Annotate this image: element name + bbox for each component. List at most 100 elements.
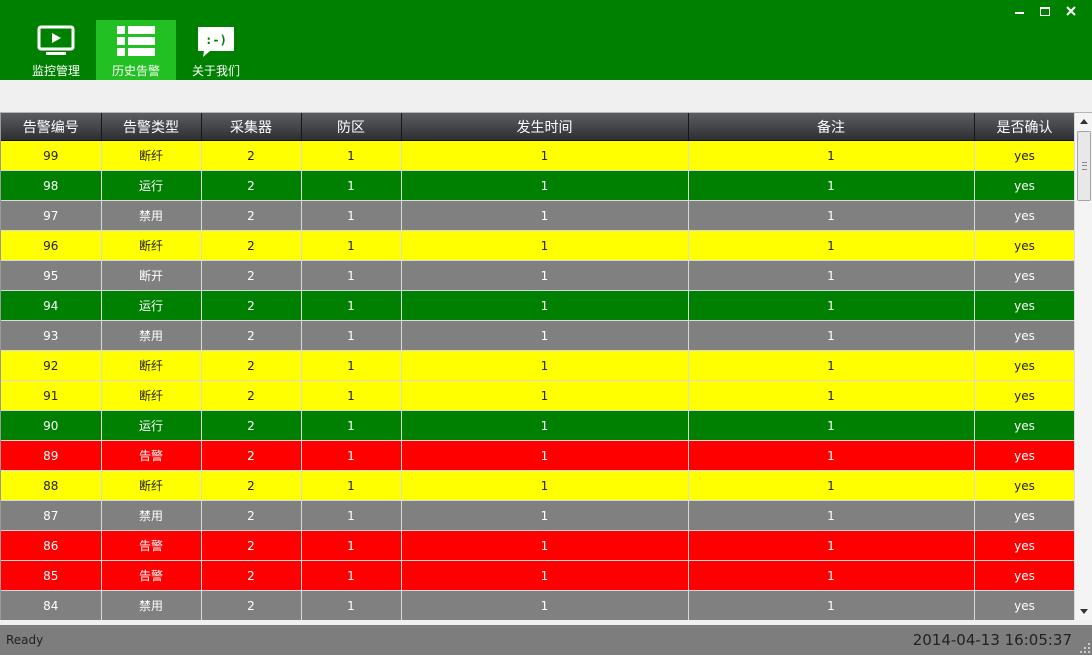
table-row[interactable]: 98 运行 2 1 1 1 yes xyxy=(1,170,1076,201)
cell-collector: 2 xyxy=(201,530,302,561)
cell-confirmed: yes xyxy=(974,410,1076,441)
cell-zone: 1 xyxy=(301,590,402,620)
cell-zone: 1 xyxy=(301,350,402,381)
cell-zone: 1 xyxy=(301,200,402,231)
table-row[interactable]: 90 运行 2 1 1 1 yes xyxy=(1,410,1076,441)
table-row[interactable]: 99 断纤 2 1 1 1 yes xyxy=(1,140,1076,171)
cell-zone: 1 xyxy=(301,410,402,441)
cell-note: 1 xyxy=(688,170,975,201)
cell-note: 1 xyxy=(688,350,975,381)
cell-confirmed: yes xyxy=(974,140,1076,171)
cell-zone: 1 xyxy=(301,470,402,501)
cell-zone: 1 xyxy=(301,140,402,171)
cell-collector: 2 xyxy=(201,230,302,261)
cell-collector: 2 xyxy=(201,290,302,321)
table-header-row: 告警编号 告警类型 采集器 防区 发生时间 备注 是否确认 xyxy=(1,113,1076,141)
column-header-time[interactable]: 发生时间 xyxy=(401,113,689,141)
cell-alarm-type: 禁用 xyxy=(101,500,202,531)
cell-alarm-id: 93 xyxy=(1,320,102,351)
cell-alarm-id: 96 xyxy=(1,230,102,261)
cell-collector: 2 xyxy=(201,350,302,381)
cell-alarm-id: 90 xyxy=(1,410,102,441)
cell-collector: 2 xyxy=(201,260,302,291)
cell-time: 1 xyxy=(401,200,689,231)
table-row[interactable]: 97 禁用 2 1 1 1 yes xyxy=(1,200,1076,231)
table-row[interactable]: 96 断纤 2 1 1 1 yes xyxy=(1,230,1076,261)
cell-alarm-type: 告警 xyxy=(101,560,202,591)
table-row[interactable]: 91 断纤 2 1 1 1 yes xyxy=(1,380,1076,411)
cell-time: 1 xyxy=(401,140,689,171)
nav-item-label: 历史告警 xyxy=(111,64,160,78)
column-header-note[interactable]: 备注 xyxy=(688,113,975,141)
scrollbar-thumb[interactable] xyxy=(1077,131,1091,201)
resize-grip-icon[interactable] xyxy=(1078,641,1090,653)
close-button[interactable] xyxy=(1058,2,1084,20)
table-row[interactable]: 86 告警 2 1 1 1 yes xyxy=(1,530,1076,561)
cell-confirmed: yes xyxy=(974,290,1076,321)
nav-item-about[interactable]: :-) 关于我们 xyxy=(176,20,256,80)
table-row[interactable]: 93 禁用 2 1 1 1 yes xyxy=(1,320,1076,351)
column-header-alarm-id[interactable]: 告警编号 xyxy=(1,113,102,141)
cell-note: 1 xyxy=(688,200,975,231)
cell-alarm-id: 84 xyxy=(1,590,102,620)
cell-confirmed: yes xyxy=(974,560,1076,591)
cell-time: 1 xyxy=(401,260,689,291)
column-header-confirmed[interactable]: 是否确认 xyxy=(974,113,1076,141)
column-header-collector[interactable]: 采集器 xyxy=(201,113,302,141)
cell-alarm-id: 99 xyxy=(1,140,102,171)
maximize-button[interactable] xyxy=(1032,2,1058,20)
cell-time: 1 xyxy=(401,230,689,261)
table-row[interactable]: 85 告警 2 1 1 1 yes xyxy=(1,560,1076,591)
cell-time: 1 xyxy=(401,290,689,321)
cell-confirmed: yes xyxy=(974,230,1076,261)
minimize-icon xyxy=(1014,12,1024,14)
table-row[interactable]: 92 断纤 2 1 1 1 yes xyxy=(1,350,1076,381)
cell-confirmed: yes xyxy=(974,350,1076,381)
cell-zone: 1 xyxy=(301,530,402,561)
cell-note: 1 xyxy=(688,410,975,441)
cell-collector: 2 xyxy=(201,140,302,171)
cell-time: 1 xyxy=(401,500,689,531)
cell-confirmed: yes xyxy=(974,170,1076,201)
monitor-icon xyxy=(36,25,76,57)
cell-time: 1 xyxy=(401,320,689,351)
cell-confirmed: yes xyxy=(974,440,1076,471)
table-row[interactable]: 84 禁用 2 1 1 1 yes xyxy=(1,590,1076,620)
cell-alarm-type: 断纤 xyxy=(101,470,202,501)
cell-note: 1 xyxy=(688,590,975,620)
cell-collector: 2 xyxy=(201,200,302,231)
nav-item-history-alarms[interactable]: 历史告警 xyxy=(96,20,176,80)
cell-confirmed: yes xyxy=(974,590,1076,620)
cell-alarm-type: 禁用 xyxy=(101,200,202,231)
table-row[interactable]: 89 告警 2 1 1 1 yes xyxy=(1,440,1076,471)
cell-collector: 2 xyxy=(201,560,302,591)
alarm-history-grid[interactable]: 告警编号 告警类型 采集器 防区 发生时间 备注 是否确认 99 断纤 2 1 1 1 ye… xyxy=(0,112,1092,620)
cell-alarm-id: 87 xyxy=(1,500,102,531)
cell-alarm-id: 89 xyxy=(1,440,102,471)
cell-alarm-type: 运行 xyxy=(101,290,202,321)
cell-time: 1 xyxy=(401,350,689,381)
minimize-button[interactable] xyxy=(1006,2,1032,20)
cell-zone: 1 xyxy=(301,170,402,201)
nav-item-monitor[interactable]: 监控管理 xyxy=(16,20,96,80)
status-datetime: 2014-04-13 16:05:37 xyxy=(912,631,1072,649)
scroll-up-button[interactable] xyxy=(1075,113,1092,130)
table-row[interactable]: 94 运行 2 1 1 1 yes xyxy=(1,290,1076,321)
status-text: Ready xyxy=(6,633,44,647)
table-row[interactable]: 95 断开 2 1 1 1 yes xyxy=(1,260,1076,291)
cell-alarm-id: 97 xyxy=(1,200,102,231)
column-header-alarm-type[interactable]: 告警类型 xyxy=(101,113,202,141)
scroll-down-button[interactable] xyxy=(1075,603,1092,620)
column-header-zone[interactable]: 防区 xyxy=(301,113,402,141)
vertical-scrollbar[interactable] xyxy=(1074,113,1092,620)
cell-alarm-id: 92 xyxy=(1,350,102,381)
cell-alarm-id: 94 xyxy=(1,290,102,321)
table-row[interactable]: 88 断纤 2 1 1 1 yes xyxy=(1,470,1076,501)
table-row[interactable]: 87 禁用 2 1 1 1 yes xyxy=(1,500,1076,531)
cell-confirmed: yes xyxy=(974,260,1076,291)
toolbar-spacer xyxy=(0,80,1092,112)
cell-alarm-type: 告警 xyxy=(101,440,202,471)
alarm-table: 告警编号 告警类型 采集器 防区 发生时间 备注 是否确认 99 断纤 2 1 1 1 ye… xyxy=(1,113,1076,620)
speech-bubble-icon: :-) xyxy=(196,25,236,57)
status-bar: Ready 2014-04-13 16:05:37 xyxy=(0,625,1092,655)
